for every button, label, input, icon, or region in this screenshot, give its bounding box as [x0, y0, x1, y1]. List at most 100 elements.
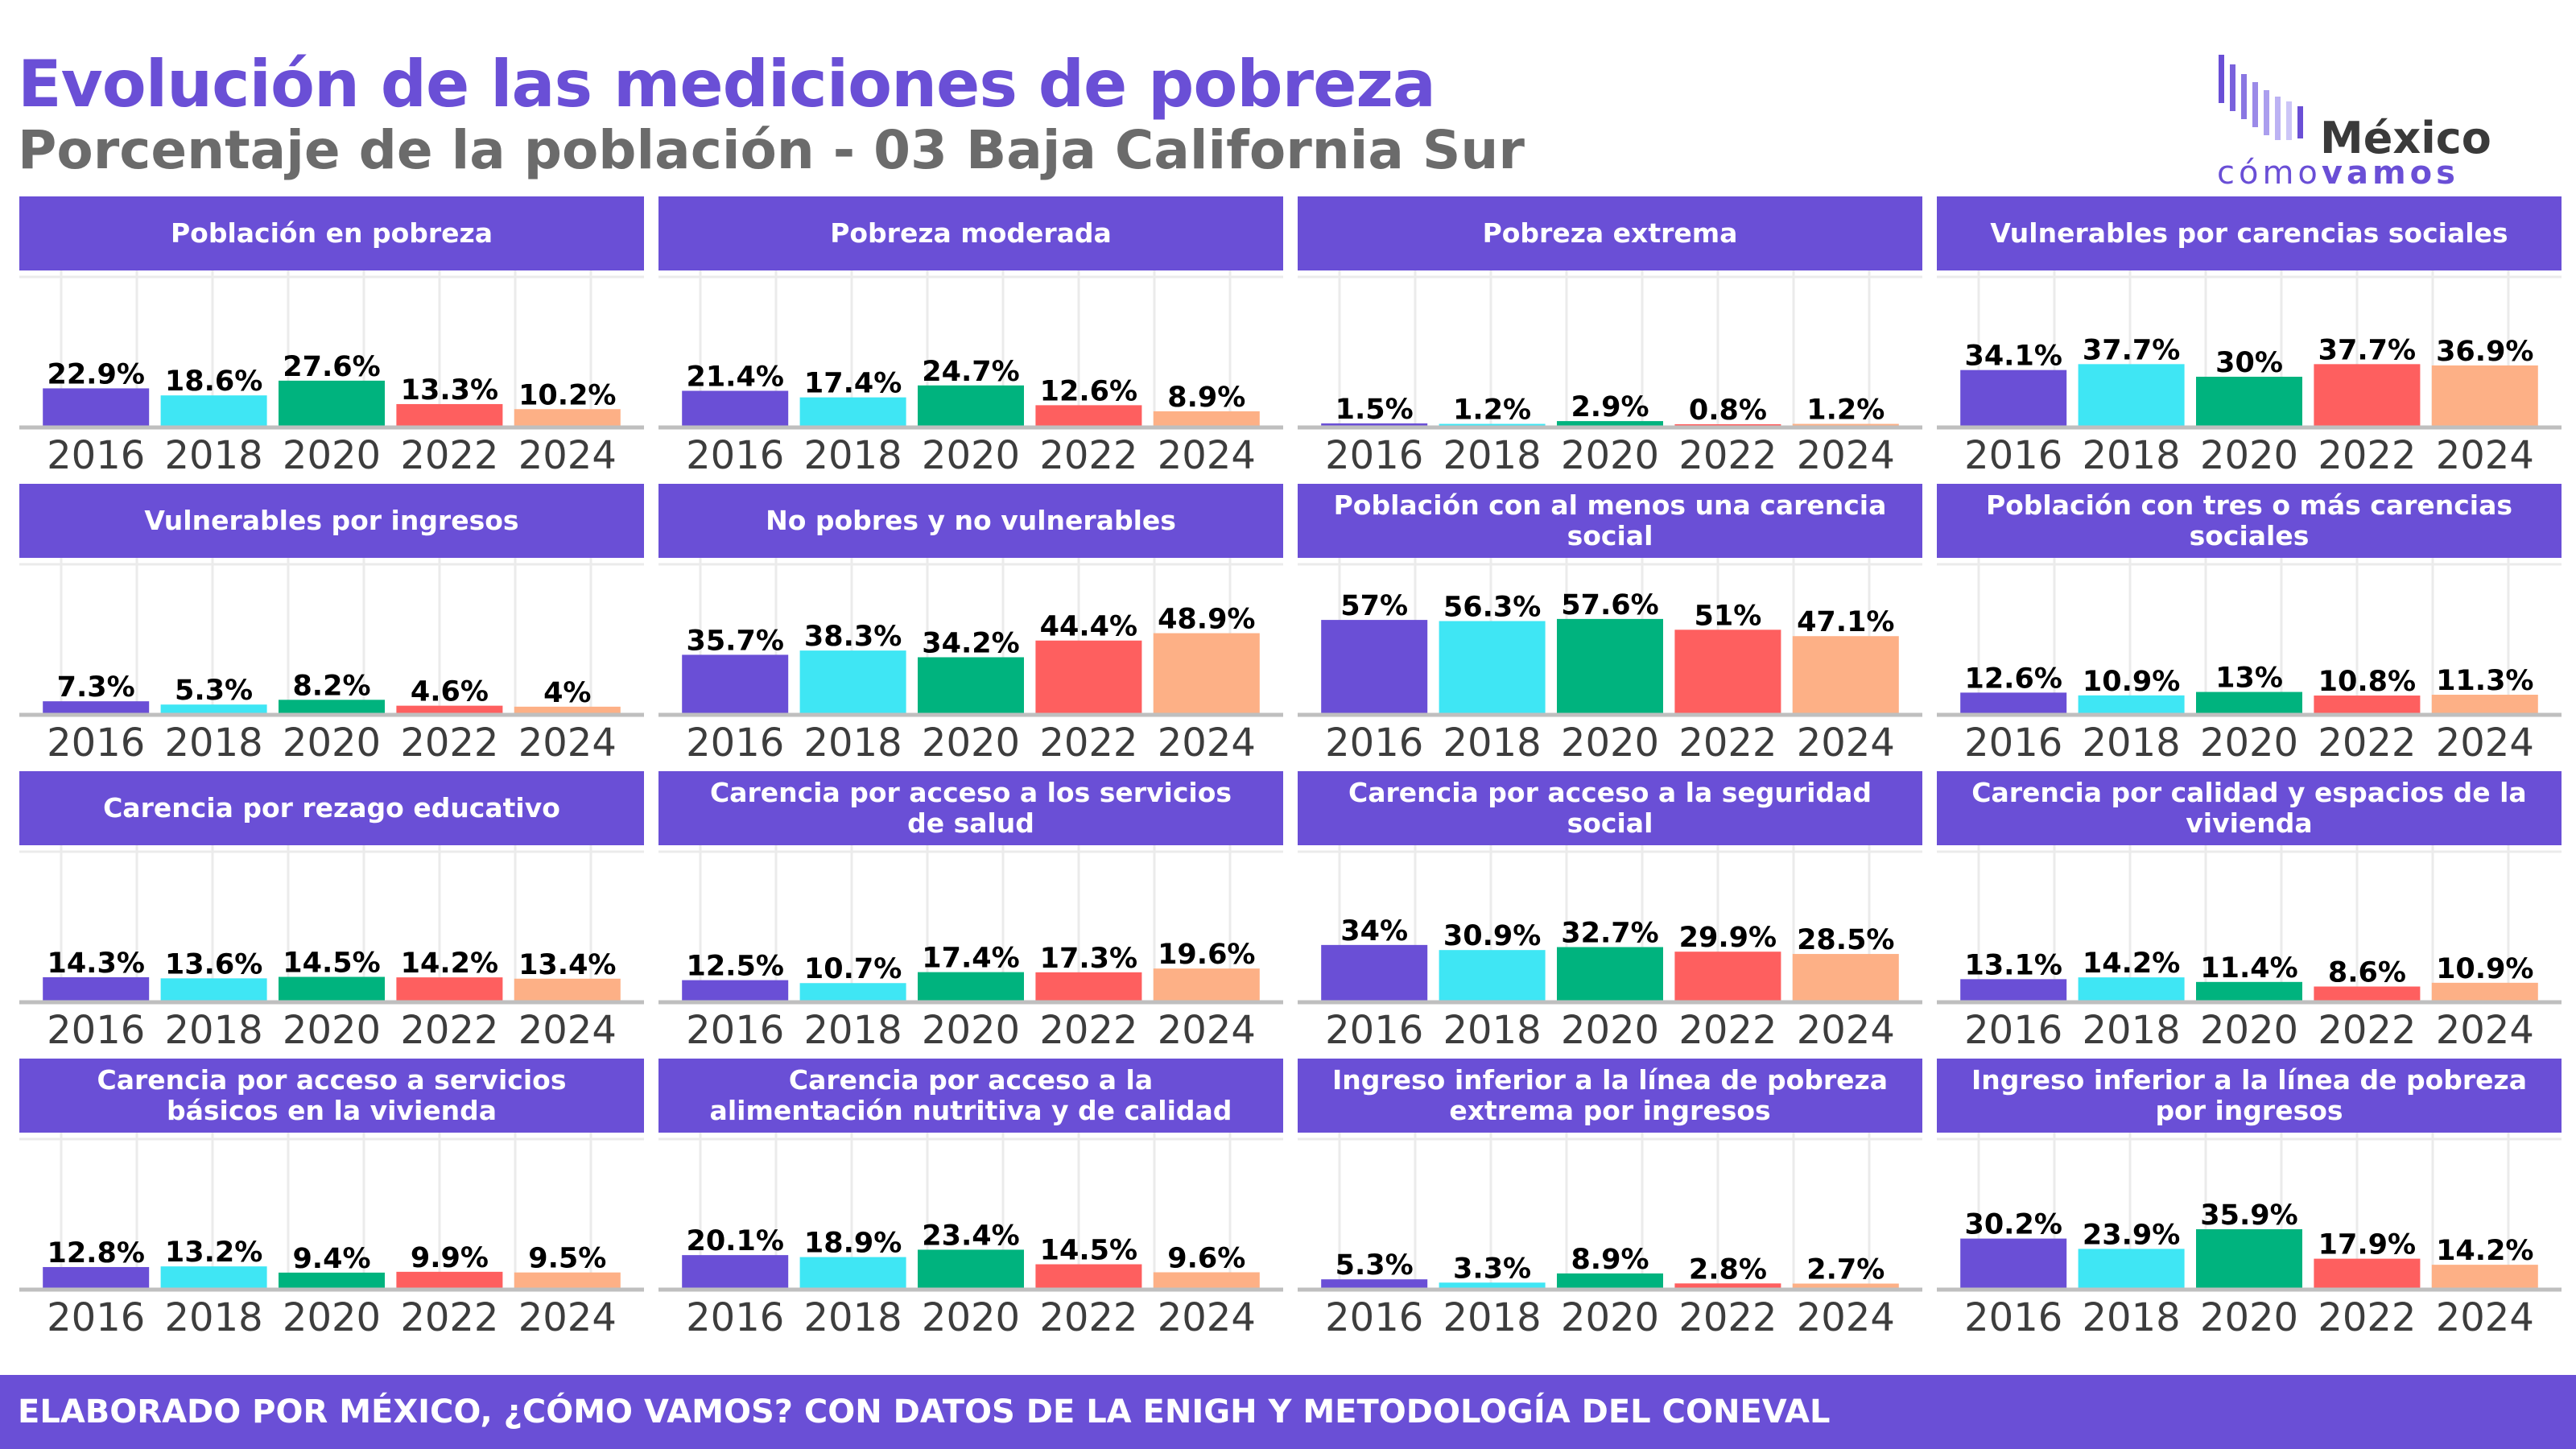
chart-plot-area: 12.8% 2016 13.2% 2018 9.4% 2020 9.9% 2022 9.5% 20… — [19, 1133, 644, 1335]
x-tick-label: 2018 — [2083, 1008, 2181, 1048]
data-label: 37.7% — [2318, 334, 2416, 366]
x-tick-label: 2016 — [1325, 720, 1423, 761]
bar — [918, 972, 1024, 1001]
chart-panel: Población con tres o más carencias socia… — [1937, 484, 2562, 761]
data-label: 30% — [2215, 347, 2283, 379]
data-label: 13.6% — [165, 948, 262, 980]
data-label: 13.1% — [1964, 949, 2062, 981]
bar — [2314, 1258, 2421, 1288]
bar — [1153, 411, 1260, 426]
bar — [1792, 636, 1899, 713]
data-label: 14.5% — [283, 947, 380, 980]
data-label: 10.9% — [2436, 953, 2533, 985]
data-label: 14.5% — [1040, 1235, 1137, 1267]
chart-plot-area: 57% 2016 56.3% 2018 57.6% 2020 51% 2022 47.1% 202… — [1298, 558, 1922, 761]
x-tick-label: 2022 — [1678, 433, 1777, 473]
page-subtitle: Porcentaje de la población - 03 Baja Cal… — [18, 119, 1525, 181]
x-tick-label: 2024 — [2436, 433, 2534, 473]
bar-chart-svg: 57% 2016 56.3% 2018 57.6% 2020 51% 2022 47.1% 202… — [1298, 558, 1922, 761]
bar — [1557, 947, 1663, 1001]
bar — [396, 403, 503, 426]
data-label: 1.5% — [1335, 394, 1414, 426]
bar-chart-svg: 34.1% 2016 37.7% 2018 30% 2020 37.7% 2022 36.9% 2… — [1937, 270, 2562, 473]
data-label: 34.1% — [1964, 341, 2062, 373]
x-tick-label: 2016 — [1325, 1008, 1423, 1048]
chart-plot-area: 13.1% 2016 14.2% 2018 11.4% 2020 8.6% 2022 10.9%… — [1937, 845, 2562, 1048]
bar — [1960, 979, 2067, 1001]
data-label: 48.9% — [1158, 604, 1255, 636]
x-tick-label: 2018 — [1443, 1295, 1542, 1335]
chart-plot-area: 5.3% 2016 3.3% 2018 8.9% 2020 2.8% 2022 2.7% 2024 — [1298, 1133, 1922, 1335]
chart-plot-area: 35.7% 2016 38.3% 2018 34.2% 2020 44.4% 2022 48.9… — [658, 558, 1283, 761]
bar — [1035, 405, 1142, 426]
data-label: 27.6% — [283, 351, 380, 383]
x-tick-label: 2018 — [165, 1295, 263, 1335]
x-tick-label: 2016 — [686, 433, 784, 473]
data-label: 8.9% — [1167, 382, 1245, 414]
x-tick-label: 2016 — [1325, 433, 1423, 473]
data-label: 12.6% — [1964, 663, 2062, 695]
chart-plot-area: 14.3% 2016 13.6% 2018 14.5% 2020 14.2% 2022 13.4… — [19, 845, 644, 1048]
chart-panel-title: Ingreso inferior a la línea de pobreza p… — [1937, 1059, 2562, 1133]
bar-chart-svg: 14.3% 2016 13.6% 2018 14.5% 2020 14.2% 2022 13.4… — [19, 845, 644, 1048]
x-tick-label: 2020 — [922, 1008, 1020, 1048]
chart-panel: Vulnerables por carencias sociales 34.1% 2… — [1937, 196, 2562, 473]
bar-chart-svg: 21.4% 2016 17.4% 2018 24.7% 2020 12.6% 2022 8.9%… — [658, 270, 1283, 473]
data-label: 4% — [543, 677, 591, 709]
bar — [2196, 377, 2302, 426]
bar — [1674, 952, 1781, 1001]
x-tick-label: 2020 — [283, 433, 381, 473]
x-tick-label: 2020 — [922, 1295, 1020, 1335]
x-tick-label: 2018 — [1443, 433, 1542, 473]
x-tick-label: 2018 — [2083, 720, 2181, 761]
data-label: 11.3% — [2436, 665, 2533, 697]
bar — [799, 983, 906, 1001]
data-label: 24.7% — [922, 356, 1019, 388]
bar — [1960, 692, 2067, 713]
x-tick-label: 2020 — [1561, 720, 1659, 761]
data-label: 14.2% — [2083, 947, 2180, 980]
data-label: 57% — [1340, 590, 1408, 622]
x-tick-label: 2024 — [1797, 1008, 1895, 1048]
bar — [514, 978, 621, 1001]
bar-chart-svg: 34% 2016 30.9% 2018 32.7% 2020 29.9% 2022 28.5% 2… — [1298, 845, 1922, 1048]
chart-panel-title: Carencia por acceso a la seguridad socia… — [1298, 771, 1922, 845]
bar — [1439, 950, 1546, 1001]
bar — [918, 657, 1024, 713]
x-tick-label: 2016 — [1964, 433, 2062, 473]
data-label: 13.4% — [518, 949, 616, 981]
data-label: 35.9% — [2200, 1199, 2297, 1232]
x-tick-label: 2024 — [1797, 720, 1895, 761]
data-label: 38.3% — [804, 621, 902, 653]
x-tick-label: 2016 — [1964, 1008, 2062, 1048]
x-tick-label: 2016 — [47, 433, 145, 473]
chart-plot-area: 1.5% 2016 1.2% 2018 2.9% 2020 0.8% 2022 1.2% 2024 — [1298, 270, 1922, 473]
bar — [160, 395, 267, 426]
chart-panel-title: Población con tres o más carencias socia… — [1937, 484, 2562, 558]
footer-source-note: ELABORADO POR MÉXICO, ¿CÓMO VAMOS? CON D… — [0, 1375, 2576, 1449]
bar — [160, 1266, 267, 1288]
x-tick-label: 2022 — [2318, 1008, 2416, 1048]
chart-plot-area: 7.3% 2016 5.3% 2018 8.2% 2020 4.6% 2022 4% 2024 — [19, 558, 644, 761]
bar — [1960, 1238, 2067, 1288]
bar — [2196, 1229, 2302, 1288]
data-label: 0.8% — [1689, 394, 1767, 427]
x-tick-label: 2016 — [47, 720, 145, 761]
data-label: 44.4% — [1040, 611, 1137, 643]
bar — [1792, 954, 1899, 1001]
bar-chart-svg: 7.3% 2016 5.3% 2018 8.2% 2020 4.6% 2022 4% 2024 — [19, 558, 644, 761]
bar — [1674, 1283, 1781, 1288]
x-tick-label: 2018 — [165, 433, 263, 473]
x-tick-label: 2024 — [1797, 1295, 1895, 1335]
bar — [918, 385, 1024, 426]
bar — [1321, 1279, 1428, 1288]
data-label: 9.5% — [528, 1243, 606, 1275]
data-label: 8.6% — [2328, 957, 2406, 989]
x-tick-label: 2020 — [1561, 433, 1659, 473]
data-label: 17.4% — [922, 943, 1019, 975]
x-tick-label: 2018 — [1443, 1008, 1542, 1048]
chart-plot-area: 12.6% 2016 10.9% 2018 13% 2020 10.8% 2022 11.3% 2… — [1937, 558, 2562, 761]
x-tick-label: 2022 — [2318, 720, 2416, 761]
chart-panel: Carencia por acceso a servicios básicos … — [19, 1059, 644, 1335]
data-label: 13% — [2215, 663, 2283, 695]
